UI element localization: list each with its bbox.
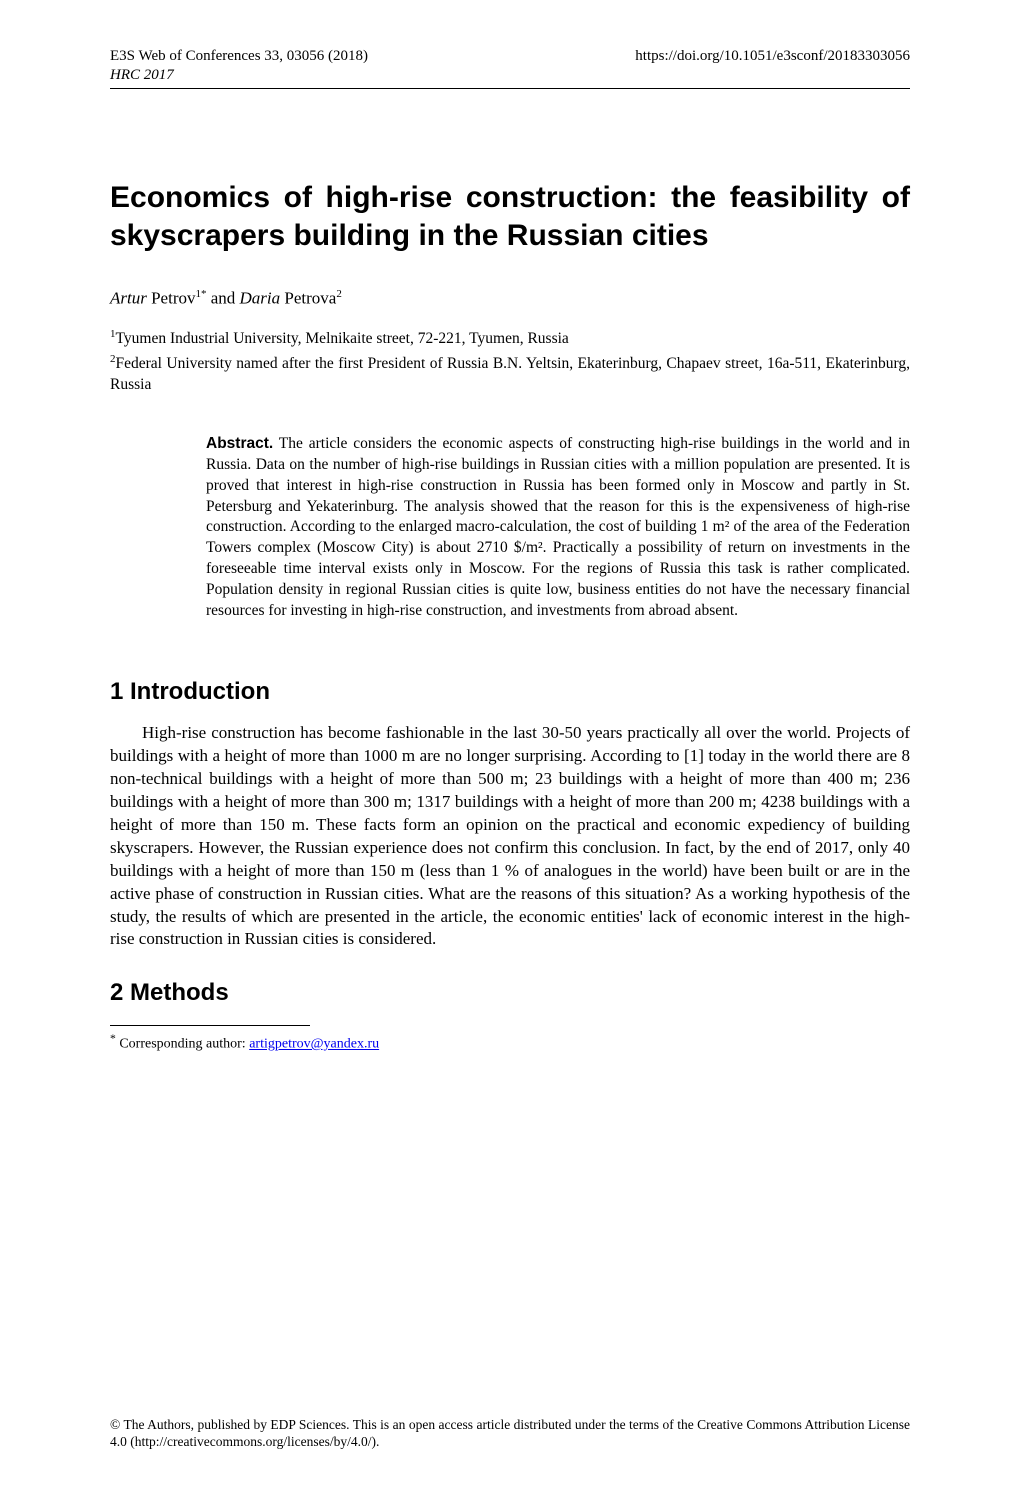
header-journal: E3S Web of Conferences 33, 03056 (2018) <box>110 48 368 65</box>
author-1-first: Artur <box>110 289 147 308</box>
author-2-last: Petrova <box>280 289 336 308</box>
affiliation-1: 1Tyumen Industrial University, Melnikait… <box>110 327 910 350</box>
abstract-body: The article considers the economic aspec… <box>206 435 910 619</box>
header-conference: HRC 2017 <box>110 67 910 84</box>
article-title: Economics of high-rise construction: the… <box>110 179 910 254</box>
author-1-last: Petrov <box>147 289 196 308</box>
affiliation-1-text: Tyumen Industrial University, Melnikaite… <box>116 330 569 347</box>
header-doi: https://doi.org/10.1051/e3sconf/20183303… <box>635 48 910 65</box>
affiliation-2-text: Federal University named after the first… <box>110 355 910 393</box>
running-header: E3S Web of Conferences 33, 03056 (2018) … <box>110 48 910 65</box>
section-1-body: High-rise construction has become fashio… <box>110 722 910 951</box>
section-1-heading: 1 Introduction <box>110 678 910 706</box>
abstract-label: Abstract. <box>206 435 273 452</box>
affiliations: 1Tyumen Industrial University, Melnikait… <box>110 327 910 396</box>
footnote-rule <box>110 1025 310 1026</box>
author-2-first: Daria <box>240 289 281 308</box>
author-1-affil-marker: 1* <box>195 288 206 300</box>
affiliation-2: 2Federal University named after the firs… <box>110 352 910 396</box>
authors-line: Artur Petrov1* and Daria Petrova2 <box>110 288 910 309</box>
header-rule <box>110 88 910 89</box>
corresponding-author-email-link[interactable]: artigpetrov@yandex.ru <box>249 1037 379 1052</box>
corresponding-author-footnote: * Corresponding author: artigpetrov@yand… <box>110 1032 910 1053</box>
license-text: © The Authors, published by EDP Sciences… <box>110 1416 910 1451</box>
author-separator: and <box>206 289 239 308</box>
abstract: Abstract. The article considers the econ… <box>206 434 910 622</box>
section-2-heading: 2 Methods <box>110 979 910 1007</box>
footnote-text: Corresponding author: <box>116 1037 249 1052</box>
author-2-affil-marker: 2 <box>336 288 342 300</box>
page: E3S Web of Conferences 33, 03056 (2018) … <box>0 0 1020 1499</box>
